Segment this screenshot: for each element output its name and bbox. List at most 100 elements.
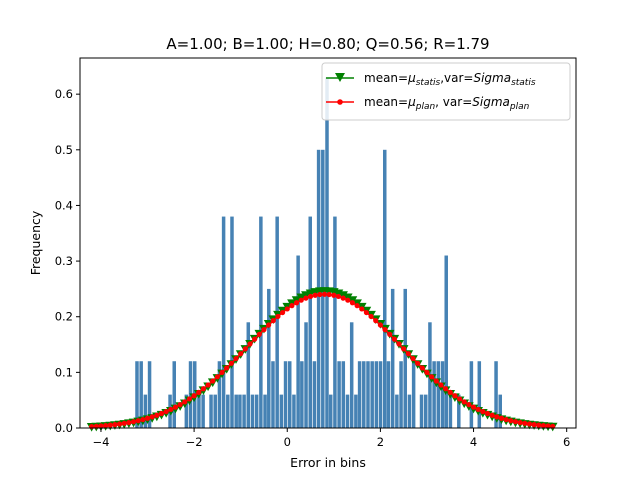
series-point bbox=[266, 322, 272, 328]
series-point bbox=[205, 382, 211, 388]
histogram-bar bbox=[333, 216, 337, 428]
legend-statis-sig: Sigma bbox=[473, 71, 511, 85]
x-tick-label: 2 bbox=[377, 435, 384, 449]
series-point bbox=[149, 414, 155, 420]
histogram-bar bbox=[246, 322, 251, 428]
series-point bbox=[98, 423, 104, 429]
histogram-bar bbox=[436, 361, 441, 428]
histogram-bar bbox=[139, 361, 143, 428]
series-point bbox=[196, 389, 202, 395]
histogram-bar bbox=[259, 216, 263, 428]
series-point bbox=[512, 419, 519, 425]
histogram-bars bbox=[135, 77, 502, 429]
legend-plan-mu: μ bbox=[407, 95, 416, 109]
histogram-bar bbox=[308, 216, 312, 428]
legend-box bbox=[321, 62, 571, 121]
histogram-bar bbox=[370, 361, 374, 428]
legend-statis-mu-sub: statis bbox=[416, 78, 441, 88]
series-point bbox=[387, 331, 393, 337]
histogram-bar bbox=[226, 394, 230, 428]
series-point bbox=[126, 419, 132, 426]
series-point bbox=[186, 396, 193, 402]
histogram-bar bbox=[383, 149, 387, 429]
histogram-bar bbox=[312, 361, 317, 428]
legend-statis-mid: ,var= bbox=[440, 71, 473, 85]
series-point bbox=[349, 300, 356, 306]
histogram-bar bbox=[395, 394, 399, 428]
histogram-bar bbox=[292, 394, 296, 428]
x-axis-ticks: −4 −2 0 2 4 6 bbox=[92, 428, 570, 449]
series-point bbox=[210, 378, 216, 384]
histogram-bar bbox=[345, 394, 350, 428]
series-point bbox=[340, 295, 346, 301]
series-point bbox=[540, 422, 547, 429]
histogram-bar bbox=[213, 394, 217, 428]
series-point bbox=[289, 303, 295, 309]
series-point bbox=[396, 341, 402, 347]
series-point bbox=[456, 396, 463, 402]
histogram-bar bbox=[271, 361, 275, 428]
histogram-bar bbox=[403, 288, 407, 428]
histogram-bar bbox=[234, 394, 238, 428]
series-point bbox=[326, 291, 332, 298]
series-point bbox=[307, 293, 314, 300]
histogram-bar bbox=[357, 361, 362, 428]
series-point bbox=[438, 382, 444, 388]
legend-statis-prefix: mean= bbox=[364, 71, 408, 85]
series-point bbox=[224, 365, 230, 371]
series-point bbox=[433, 378, 439, 384]
histogram-bar bbox=[296, 255, 300, 428]
series-point bbox=[391, 336, 397, 342]
series-point bbox=[345, 297, 351, 303]
x-tick-label: 6 bbox=[563, 435, 570, 449]
histogram-bar bbox=[362, 361, 366, 428]
histogram-bar bbox=[184, 394, 189, 428]
series-point bbox=[377, 322, 383, 328]
histogram-bar bbox=[283, 361, 288, 428]
x-tick-label: −4 bbox=[92, 435, 109, 449]
histogram-bar bbox=[221, 216, 226, 428]
series-point bbox=[405, 351, 411, 357]
histogram-bar bbox=[390, 288, 395, 428]
x-tick-label: 4 bbox=[470, 435, 477, 449]
series-point bbox=[228, 360, 234, 366]
legend: mean=μstatis,var=Sigmastatis mean=μplan,… bbox=[321, 62, 571, 121]
histogram-bar bbox=[341, 361, 346, 428]
series-point bbox=[354, 303, 360, 309]
series-point bbox=[452, 393, 458, 399]
series-point bbox=[168, 406, 174, 413]
series-point bbox=[410, 355, 416, 362]
x-axis-label: Error in bins bbox=[290, 455, 366, 470]
series-point bbox=[275, 313, 281, 320]
series-point bbox=[242, 346, 248, 352]
series-point bbox=[359, 306, 365, 312]
histogram-bar bbox=[494, 361, 498, 428]
histogram-bar bbox=[209, 394, 213, 428]
y-tick-label: 0.4 bbox=[55, 198, 73, 212]
histogram-bar bbox=[444, 255, 448, 428]
series-point bbox=[429, 374, 435, 380]
histogram-bar bbox=[263, 394, 267, 428]
series-point bbox=[112, 422, 118, 428]
series-point bbox=[219, 369, 225, 376]
series-point bbox=[270, 318, 276, 324]
histogram-bar bbox=[201, 394, 205, 428]
histogram-bar bbox=[242, 394, 246, 428]
series-point bbox=[470, 404, 477, 410]
series-point bbox=[103, 422, 109, 429]
histogram-bar bbox=[337, 361, 341, 428]
histogram-bar bbox=[440, 361, 445, 428]
series-point bbox=[536, 422, 542, 428]
series-point bbox=[303, 295, 309, 301]
series-point bbox=[214, 374, 220, 380]
histogram-bar bbox=[469, 361, 474, 428]
series-point bbox=[443, 386, 449, 392]
y-axis-label: Frequency bbox=[28, 210, 43, 275]
legend-entry-statis: mean=μstatis,var=Sigmastatis bbox=[326, 71, 536, 88]
series-point bbox=[317, 291, 323, 298]
series-point bbox=[373, 318, 379, 324]
series-point bbox=[256, 331, 262, 337]
series-point bbox=[238, 351, 244, 357]
histogram-bar bbox=[304, 322, 308, 428]
series-point bbox=[526, 421, 533, 427]
